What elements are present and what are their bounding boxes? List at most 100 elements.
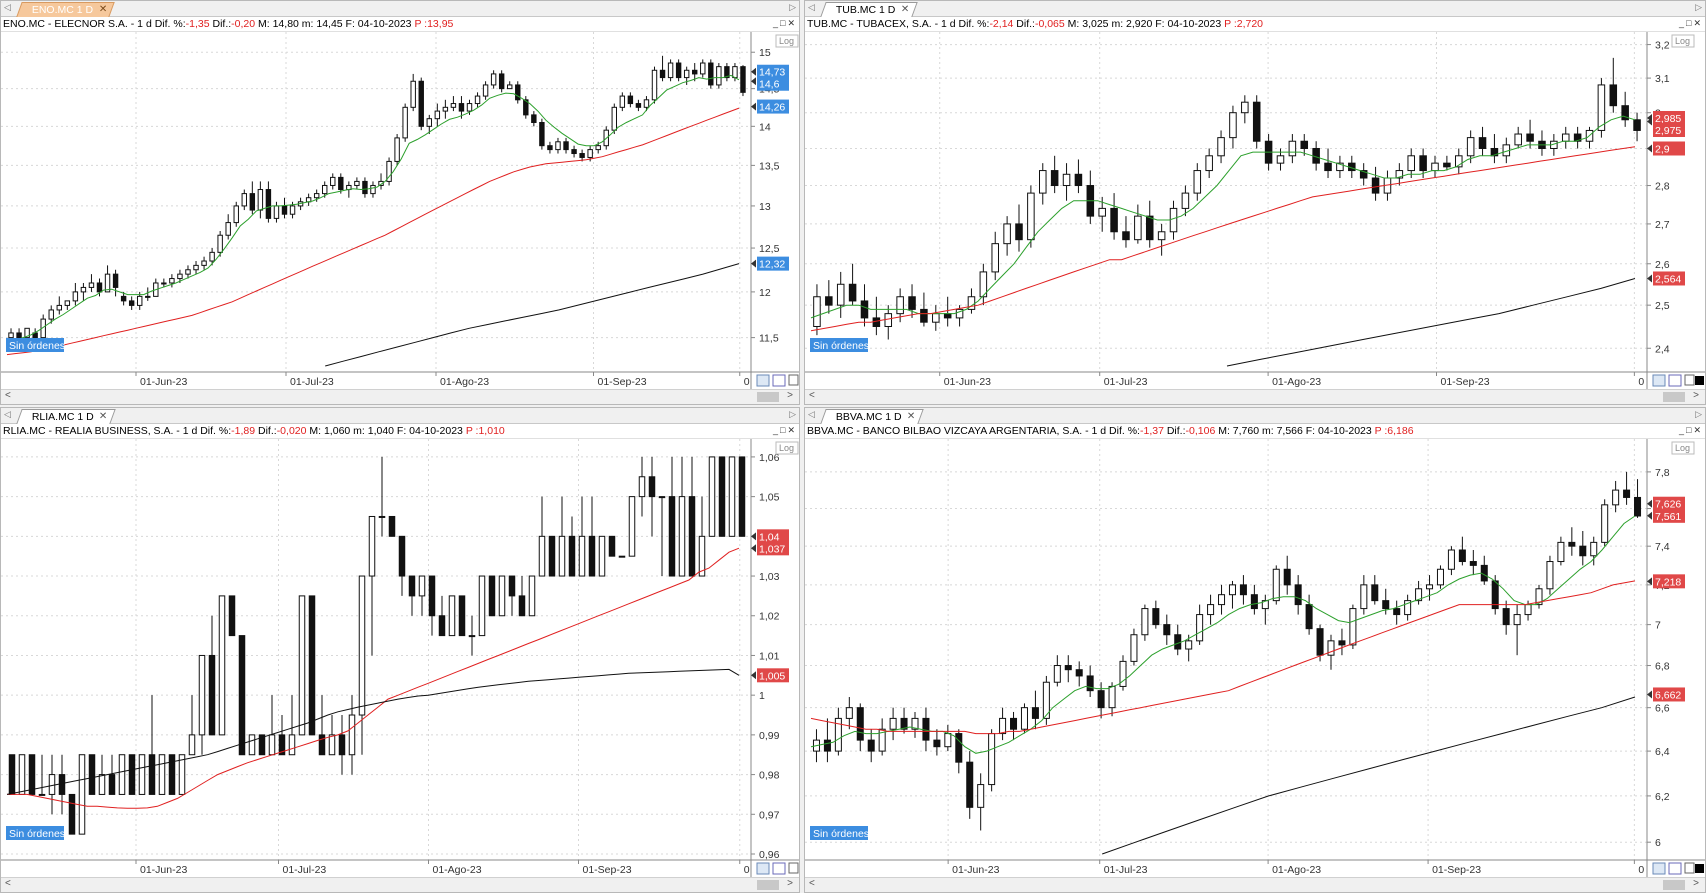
horizontal-scrollbar[interactable]: < >: [1, 389, 799, 404]
scroll-thumb[interactable]: [1663, 880, 1685, 890]
candle: [288, 695, 296, 756]
scroll-left-icon[interactable]: <: [809, 878, 815, 889]
price-tag-text: 2,564: [1655, 273, 1681, 285]
scroll-left-icon[interactable]: <: [5, 878, 11, 889]
chart-tools[interactable]: [1652, 862, 1704, 875]
price-tag: 1,037: [751, 541, 789, 556]
price-tag-text: 7,561: [1655, 511, 1681, 523]
candle: [238, 635, 246, 756]
chart-tools[interactable]: [1652, 374, 1704, 387]
close-icon[interactable]: ✕: [787, 18, 797, 28]
candlestick-chart[interactable]: 66,26,46,66,877,27,47,67,801-Jun-2301-Ju…: [805, 439, 1705, 877]
candle: [1169, 200, 1178, 240]
maximize-icon[interactable]: □: [780, 425, 788, 435]
candle: [1404, 594, 1412, 621]
tab-eno[interactable]: ENO.MC 1 D ✕: [16, 2, 115, 17]
orders-badge: Sin órdenes: [810, 338, 869, 352]
price-tag-text: 1,04: [759, 531, 780, 543]
info-p-lbl: P :: [1224, 18, 1237, 30]
y-tick-label: 7,4: [1655, 541, 1670, 553]
tab-scroll-right-icon[interactable]: ▷: [1695, 2, 1702, 12]
candlestick-chart[interactable]: 0,96 0,97 0,98 0,99 1 1,01 1,02 1,03 1,04 1,05 1,0…: [1, 439, 799, 877]
candle: [608, 535, 616, 557]
maximize-icon[interactable]: □: [780, 18, 788, 28]
tab-tub[interactable]: TUB.MC 1 D ✕: [820, 2, 918, 17]
y-tick-label: 1,01: [759, 650, 780, 662]
log-scale-toggle[interactable]: Log: [1675, 443, 1690, 453]
candle: [188, 695, 196, 756]
log-scale-toggle[interactable]: Log: [1675, 36, 1690, 46]
scroll-right-icon[interactable]: >: [1693, 878, 1699, 889]
info-pct: -1,89: [231, 425, 256, 437]
close-icon[interactable]: ✕: [1693, 425, 1703, 435]
tab-close-icon[interactable]: ✕: [900, 4, 910, 15]
tab-scroll-left-icon[interactable]: ◁: [808, 2, 815, 12]
info-p: 6,186: [1387, 425, 1414, 437]
candle: [58, 754, 66, 815]
candle: [834, 707, 842, 756]
candlestick-chart[interactable]: 2,42,52,62,72,82,933,13,201-Jun-2301-Jul…: [805, 32, 1705, 389]
scroll-thumb[interactable]: [757, 880, 779, 890]
close-icon[interactable]: ✕: [787, 425, 797, 435]
info-p: 1,010: [478, 425, 505, 437]
candle: [233, 201, 239, 227]
minimize-icon[interactable]: _: [1679, 18, 1687, 28]
candle: [1316, 624, 1324, 662]
chart-tools[interactable]: [756, 862, 799, 875]
scroll-right-icon[interactable]: >: [1693, 390, 1699, 401]
tab-close-icon[interactable]: ✕: [907, 411, 916, 422]
scroll-right-icon[interactable]: >: [787, 878, 793, 889]
candle: [72, 282, 79, 306]
maximize-icon[interactable]: □: [1686, 425, 1694, 435]
y-tick-label: 2,4: [1655, 343, 1670, 355]
tab-bbva[interactable]: BBVA.MC 1 D ✕: [820, 409, 924, 424]
y-tick-label: 0,96: [759, 849, 780, 861]
scroll-thumb[interactable]: [757, 392, 779, 402]
minimize-icon[interactable]: _: [773, 425, 781, 435]
candle: [1130, 628, 1138, 666]
orders-badge: Sin órdenes: [6, 826, 65, 840]
candle: [249, 181, 256, 215]
candle: [571, 145, 577, 158]
tab-close-icon[interactable]: ✕: [99, 411, 108, 422]
tab-scroll-right-icon[interactable]: ▷: [789, 2, 796, 12]
minimize-icon[interactable]: _: [1679, 425, 1687, 435]
horizontal-scrollbar[interactable]: < >: [1, 877, 799, 892]
candle: [872, 296, 881, 336]
horizontal-scrollbar[interactable]: < >: [805, 389, 1705, 404]
candle: [1145, 200, 1154, 248]
close-icon[interactable]: ✕: [1693, 18, 1703, 28]
candle: [667, 59, 674, 82]
info-p-lbl: P :: [465, 425, 479, 437]
candle: [201, 256, 207, 270]
scroll-left-icon[interactable]: <: [5, 390, 11, 401]
candlestick-chart[interactable]: 11,51212,51313,51414,51501-Jun-2301-Jul-…: [1, 32, 799, 389]
scroll-thumb[interactable]: [1663, 392, 1685, 402]
tab-scroll-left-icon[interactable]: ◁: [808, 409, 815, 419]
scroll-left-icon[interactable]: <: [809, 390, 815, 401]
candle: [977, 773, 985, 831]
log-scale-toggle[interactable]: Log: [779, 36, 794, 46]
tab-scroll-left-icon[interactable]: ◁: [4, 409, 11, 419]
log-scale-toggle[interactable]: Log: [779, 443, 794, 453]
y-tick-label: 13,5: [759, 160, 780, 172]
tab-rlia[interactable]: RLIA.MC 1 D ✕: [16, 409, 116, 424]
tab-scroll-right-icon[interactable]: ▷: [1695, 409, 1702, 419]
candle: [884, 305, 893, 340]
candle: [398, 535, 406, 596]
tab-close-icon[interactable]: ✕: [98, 4, 108, 15]
scroll-right-icon[interactable]: >: [787, 390, 793, 401]
candle: [402, 103, 408, 142]
chart-tools[interactable]: [756, 374, 799, 387]
minimize-icon[interactable]: _: [773, 18, 781, 28]
candle: [1490, 134, 1499, 164]
maximize-icon[interactable]: □: [1686, 18, 1694, 28]
info-dif-lbl: Dif.:: [1163, 425, 1186, 437]
horizontal-scrollbar[interactable]: < >: [805, 877, 1705, 892]
tab-scroll-right-icon[interactable]: ▷: [789, 409, 796, 419]
candle: [845, 697, 853, 730]
tab-scroll-left-icon[interactable]: ◁: [4, 2, 11, 12]
candle: [218, 595, 226, 736]
x-tick-label: 01-Jul-23: [283, 864, 327, 876]
candle: [728, 456, 736, 537]
